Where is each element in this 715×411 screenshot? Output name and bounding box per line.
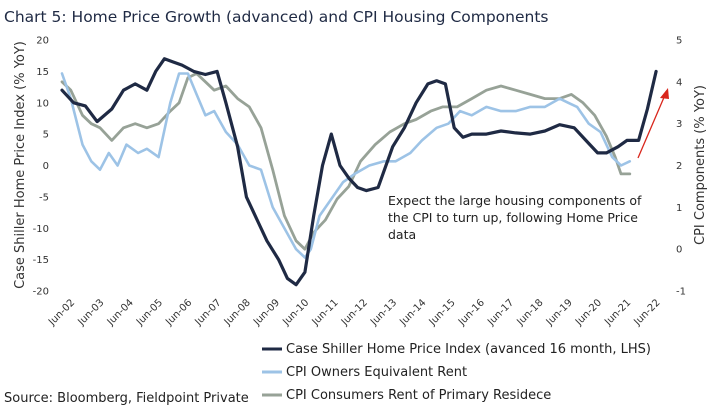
left-axis-title: Case Shiller Home Price Index (% YoY) [13,41,28,289]
left-tick-label: -15 [33,255,49,266]
legend-label-case-shiller: Case Shiller Home Price Index (avanced 1… [286,342,651,357]
x-tick-label: Jun-15 [427,297,458,328]
right-axis-ticks: -1 0 1 2 3 4 5 [676,36,686,298]
left-tick-label: 0 [43,161,49,172]
annotation-line-2: the CPI to turn up, following Home Price [388,210,638,225]
x-tick-label: Jun-03 [75,297,106,328]
annotation-line-3: data [388,227,416,242]
x-tick-label: Jun-10 [280,297,311,328]
x-tick-label: Jun-19 [544,297,575,328]
x-tick-label: Jun-07 [193,297,224,328]
right-axis-title: CPI Components (% YoY) [693,85,708,245]
x-tick-label: Jun-22 [632,297,663,328]
left-tick-label: 5 [43,130,49,141]
series-lines [60,57,658,287]
rent-line [60,72,632,251]
x-tick-label: Jun-14 [397,297,428,328]
left-axis-ticks: -20 -15 -10 -5 0 5 10 15 20 [33,36,49,298]
left-tick-label: 15 [36,67,49,78]
left-tick-label: 10 [36,98,49,109]
right-tick-label: 1 [676,203,682,214]
legend-label-oer: CPI Owners Equivalent Rent [286,365,467,380]
trend-arrow-head [660,88,669,99]
x-tick-label: Jun-06 [163,297,194,328]
x-axis-ticks: Jun-02Jun-03Jun-04Jun-05Jun-06Jun-07Jun-… [46,297,662,328]
trend-arrow [637,88,669,159]
x-tick-label: Jun-02 [46,297,77,328]
right-tick-label: 4 [676,77,682,88]
x-tick-label: Jun-12 [339,297,370,328]
trend-arrow-shaft [637,94,666,159]
left-tick-label: -10 [33,224,49,235]
case-shiller-line [60,57,658,287]
x-tick-label: Jun-20 [573,297,604,328]
right-tick-label: 5 [676,36,682,47]
right-tick-label: 3 [676,119,682,130]
annotation-line-1: Expect the large housing components of [388,193,642,208]
x-tick-label: Jun-09 [251,297,282,328]
legend: Case Shiller Home Price Index (avanced 1… [262,342,651,403]
source-note: Source: Bloomberg, Fieldpoint Private [4,391,249,406]
x-tick-label: Jun-18 [514,297,545,328]
oer-line [60,72,632,259]
left-tick-label: -20 [33,287,49,298]
x-tick-label: Jun-08 [222,297,253,328]
right-tick-label: 0 [676,245,682,256]
x-tick-label: Jun-11 [310,297,341,328]
annotation: Expect the large housing components of t… [388,193,642,242]
legend-label-rent: CPI Consumers Rent of Primary Residece [286,388,551,403]
left-tick-label: 20 [36,36,49,47]
left-tick-label: -5 [39,192,49,203]
right-tick-label: 2 [676,161,682,172]
chart-title: Chart 5: Home Price Growth (advanced) an… [4,8,549,26]
x-tick-label: Jun-16 [456,297,487,328]
x-tick-label: Jun-05 [134,297,165,328]
x-tick-label: Jun-17 [485,297,516,328]
right-tick-label: -1 [676,287,686,298]
x-tick-label: Jun-13 [368,297,399,328]
x-tick-label: Jun-04 [105,297,136,328]
x-tick-label: Jun-21 [602,297,633,328]
